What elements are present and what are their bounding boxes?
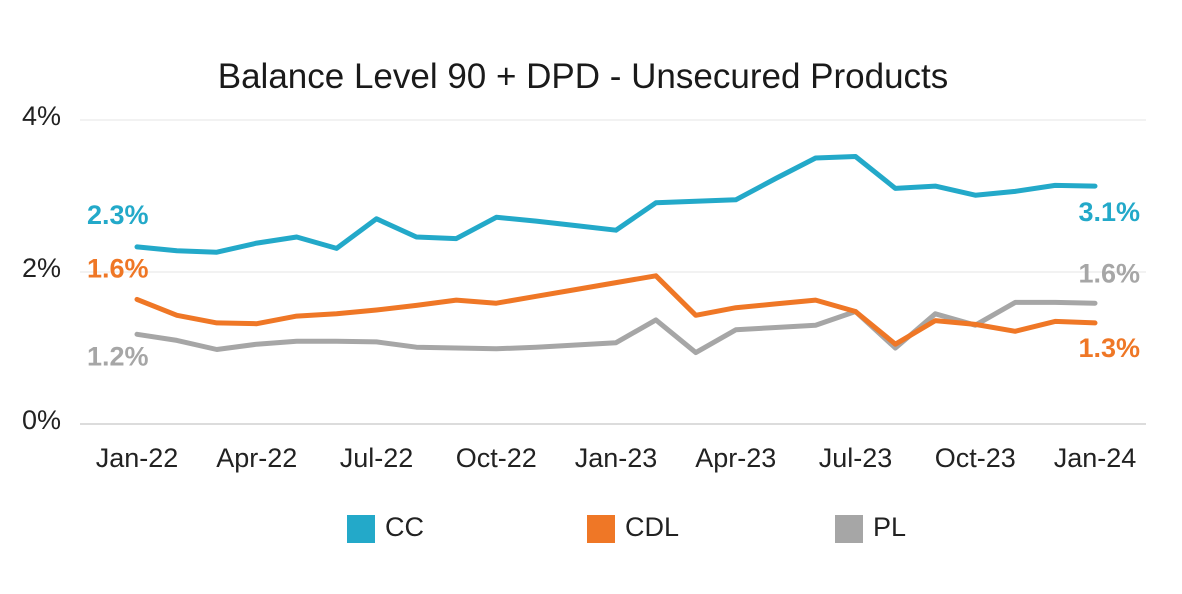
legend-swatch bbox=[835, 515, 863, 543]
gridlines bbox=[80, 119, 1146, 425]
x-tick-label: Oct-23 bbox=[935, 443, 1016, 473]
data-labels: 2.3% 3.1% 1.6% 1.3% 1.2% 1.6% bbox=[87, 197, 1140, 371]
y-axis-ticks: 0% 2% 4% bbox=[22, 101, 61, 435]
legend-item-cc: CC bbox=[347, 512, 424, 543]
series-line-cc bbox=[134, 154, 1098, 255]
chart-title: Balance Level 90 + DPD - Unsecured Produ… bbox=[218, 57, 949, 96]
series-line-cdl bbox=[134, 273, 1098, 347]
legend-swatch bbox=[587, 515, 615, 543]
legend-label: CC bbox=[385, 512, 424, 542]
legend-label: PL bbox=[873, 512, 906, 542]
start-label-cdl: 1.6% bbox=[87, 253, 149, 283]
series-lines bbox=[134, 154, 1098, 356]
x-tick-label: Jan-23 bbox=[575, 443, 658, 473]
end-label-cdl: 1.3% bbox=[1078, 333, 1140, 363]
end-label-pl: 1.6% bbox=[1078, 258, 1140, 288]
x-tick-label: Apr-22 bbox=[216, 443, 297, 473]
x-tick-label: Jan-24 bbox=[1054, 443, 1137, 473]
y-tick-label: 2% bbox=[22, 253, 61, 283]
legend-swatch bbox=[347, 515, 375, 543]
series-line-pl bbox=[134, 299, 1098, 356]
legend-item-cdl: CDL bbox=[587, 512, 679, 543]
x-tick-label: Jul-22 bbox=[340, 443, 414, 473]
x-tick-label: Oct-22 bbox=[456, 443, 537, 473]
legend-item-pl: PL bbox=[835, 512, 906, 543]
x-axis-ticks: Jan-22 Apr-22 Jul-22 Oct-22 Jan-23 Apr-23 Jul-… bbox=[96, 443, 1137, 473]
y-tick-label: 4% bbox=[22, 101, 61, 131]
start-label-cc: 2.3% bbox=[87, 200, 149, 230]
x-tick-label: Jul-23 bbox=[819, 443, 893, 473]
y-tick-label: 0% bbox=[22, 405, 61, 435]
x-tick-label: Apr-23 bbox=[695, 443, 776, 473]
start-label-pl: 1.2% bbox=[87, 341, 149, 371]
end-label-cc: 3.1% bbox=[1078, 197, 1140, 227]
x-tick-label: Jan-22 bbox=[96, 443, 179, 473]
legend: CC CDL PL bbox=[347, 512, 906, 543]
legend-label: CDL bbox=[625, 512, 679, 542]
